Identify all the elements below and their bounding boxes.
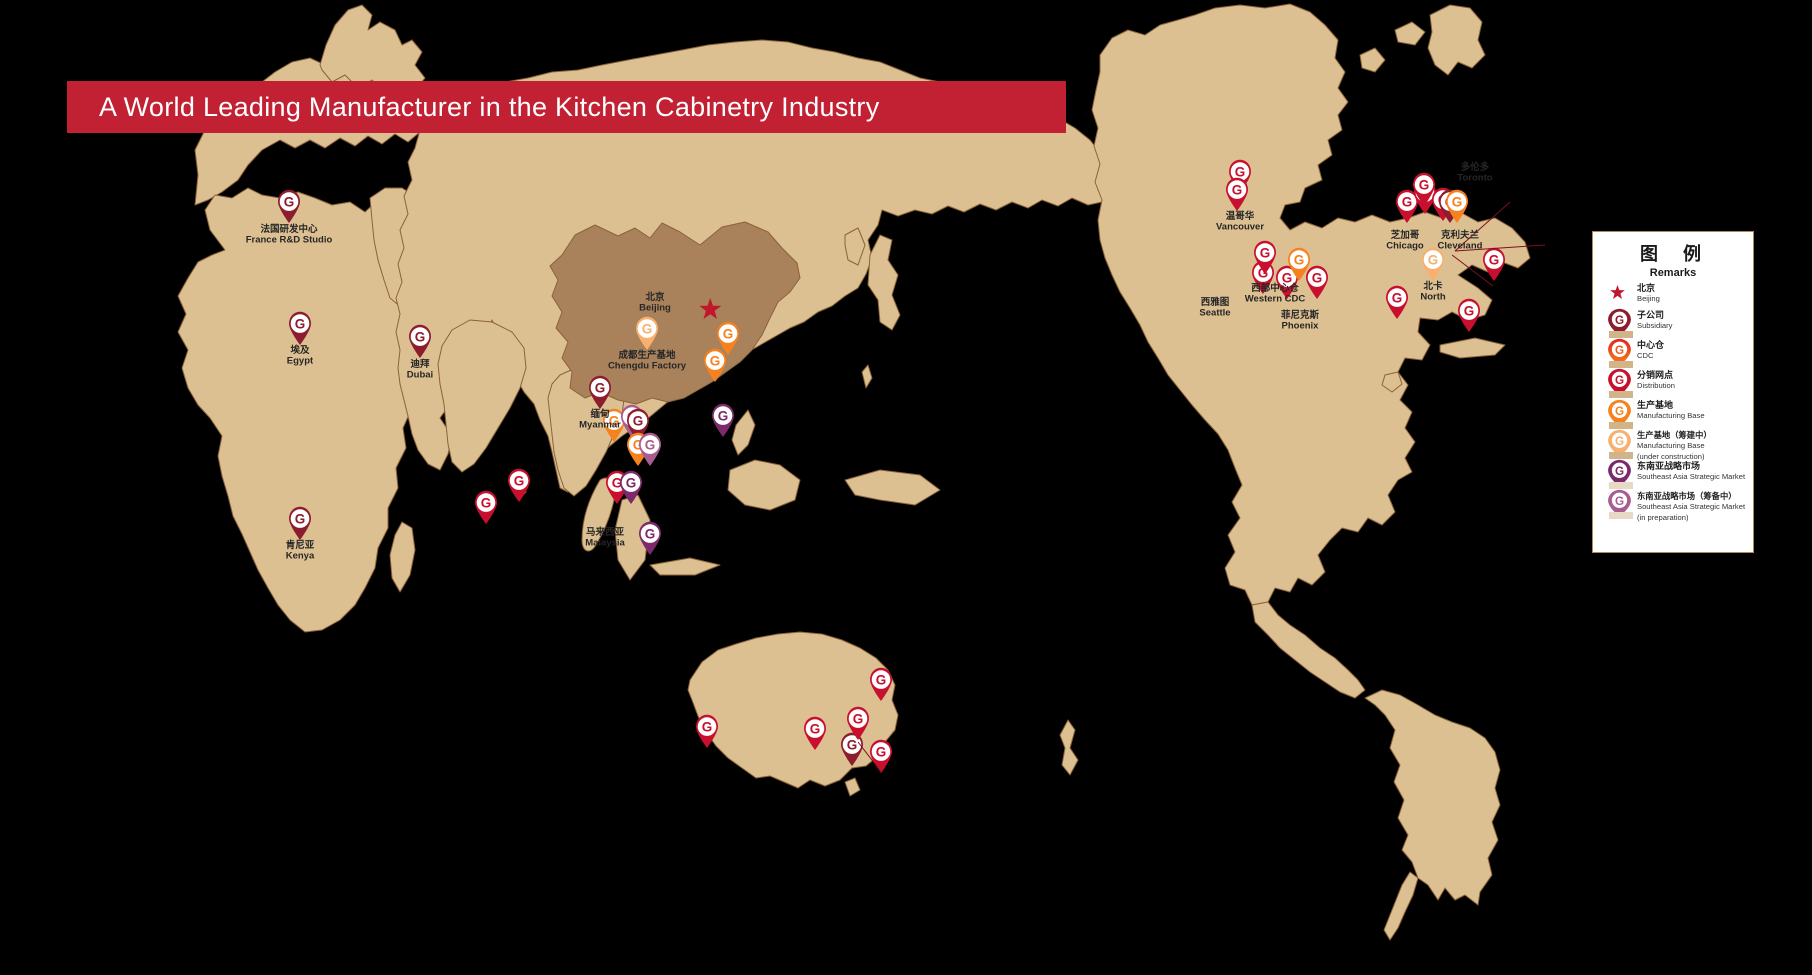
svg-text:G: G bbox=[876, 673, 887, 688]
svg-text:G: G bbox=[1402, 195, 1413, 210]
svg-text:G: G bbox=[1489, 253, 1500, 268]
svg-text:G: G bbox=[1312, 271, 1323, 286]
svg-text:Western CDC: Western CDC bbox=[1245, 294, 1306, 305]
svg-text:迪拜: 迪拜 bbox=[410, 358, 430, 370]
svg-text:G: G bbox=[1615, 495, 1624, 508]
svg-text:Beijing: Beijing bbox=[639, 303, 671, 314]
svg-text:France R&D Studio: France R&D Studio bbox=[246, 235, 333, 246]
svg-text:G: G bbox=[810, 722, 821, 737]
svg-text:G: G bbox=[718, 409, 729, 424]
svg-text:G: G bbox=[702, 720, 713, 735]
svg-text:G: G bbox=[481, 496, 492, 511]
svg-text:温哥华: 温哥华 bbox=[1226, 210, 1255, 222]
svg-text:克利夫兰: 克利夫兰 bbox=[1441, 229, 1480, 241]
svg-text:G: G bbox=[595, 381, 606, 396]
svg-text:G: G bbox=[853, 712, 864, 727]
svg-text:G: G bbox=[1392, 291, 1403, 306]
svg-text:G: G bbox=[1615, 465, 1624, 478]
svg-text:G: G bbox=[1419, 178, 1430, 193]
svg-text:马来西亚: 马来西亚 bbox=[586, 526, 625, 538]
svg-text:肯尼亚: 肯尼亚 bbox=[286, 539, 315, 551]
svg-text:Dubai: Dubai bbox=[407, 370, 433, 381]
svg-text:G: G bbox=[1615, 374, 1624, 387]
svg-text:G: G bbox=[1615, 314, 1624, 327]
svg-text:成都生产基地: 成都生产基地 bbox=[618, 349, 676, 361]
svg-text:Cleveland: Cleveland bbox=[1438, 241, 1483, 252]
svg-text:菲尼克斯: 菲尼克斯 bbox=[1281, 309, 1320, 321]
svg-text:多伦多: 多伦多 bbox=[1461, 161, 1490, 173]
svg-text:Toronto: Toronto bbox=[1457, 173, 1492, 184]
svg-text:西雅图: 西雅图 bbox=[1201, 296, 1230, 308]
svg-text:G: G bbox=[295, 317, 306, 332]
svg-text:G: G bbox=[642, 322, 653, 337]
svg-text:G: G bbox=[876, 745, 887, 760]
svg-text:G: G bbox=[514, 474, 525, 489]
svg-text:G: G bbox=[1232, 183, 1243, 198]
svg-text:Egypt: Egypt bbox=[287, 356, 314, 367]
svg-text:G: G bbox=[723, 327, 734, 342]
svg-text:G: G bbox=[284, 195, 295, 210]
svg-text:G: G bbox=[1615, 435, 1624, 448]
svg-text:G: G bbox=[626, 476, 637, 491]
svg-text:Malaysia: Malaysia bbox=[585, 538, 625, 549]
svg-text:Seattle: Seattle bbox=[1199, 308, 1230, 319]
svg-text:G: G bbox=[710, 354, 721, 369]
svg-text:G: G bbox=[1464, 304, 1475, 319]
svg-text:G: G bbox=[645, 438, 656, 453]
svg-text:G: G bbox=[1260, 246, 1271, 261]
svg-text:芝加哥: 芝加哥 bbox=[1391, 229, 1420, 241]
svg-text:G: G bbox=[1452, 195, 1463, 210]
svg-text:G: G bbox=[645, 527, 656, 542]
svg-text:G: G bbox=[295, 512, 306, 527]
svg-text:西部中心仓: 西部中心仓 bbox=[1251, 282, 1299, 294]
svg-text:Chicago: Chicago bbox=[1386, 241, 1424, 252]
svg-text:Vancouver: Vancouver bbox=[1216, 222, 1264, 233]
svg-text:缅甸: 缅甸 bbox=[590, 408, 609, 420]
svg-text:北京: 北京 bbox=[645, 291, 665, 303]
svg-text:Phoenix: Phoenix bbox=[1282, 321, 1320, 332]
svg-text:G: G bbox=[1294, 253, 1305, 268]
svg-text:G: G bbox=[1235, 165, 1246, 180]
svg-text:北卡: 北卡 bbox=[1423, 280, 1443, 292]
svg-text:法国研发中心: 法国研发中心 bbox=[260, 223, 318, 235]
svg-text:Kenya: Kenya bbox=[286, 551, 315, 562]
svg-text:G: G bbox=[1615, 404, 1624, 417]
svg-text:G: G bbox=[1615, 344, 1624, 357]
svg-text:North: North bbox=[1420, 292, 1446, 303]
svg-text:Chengdu Factory: Chengdu Factory bbox=[608, 361, 687, 372]
svg-text:G: G bbox=[1428, 253, 1439, 268]
svg-text:Myanmar: Myanmar bbox=[579, 420, 621, 431]
svg-text:埃及: 埃及 bbox=[290, 344, 310, 356]
svg-text:G: G bbox=[415, 330, 426, 345]
svg-text:G: G bbox=[847, 738, 858, 753]
svg-text:G: G bbox=[633, 414, 644, 429]
